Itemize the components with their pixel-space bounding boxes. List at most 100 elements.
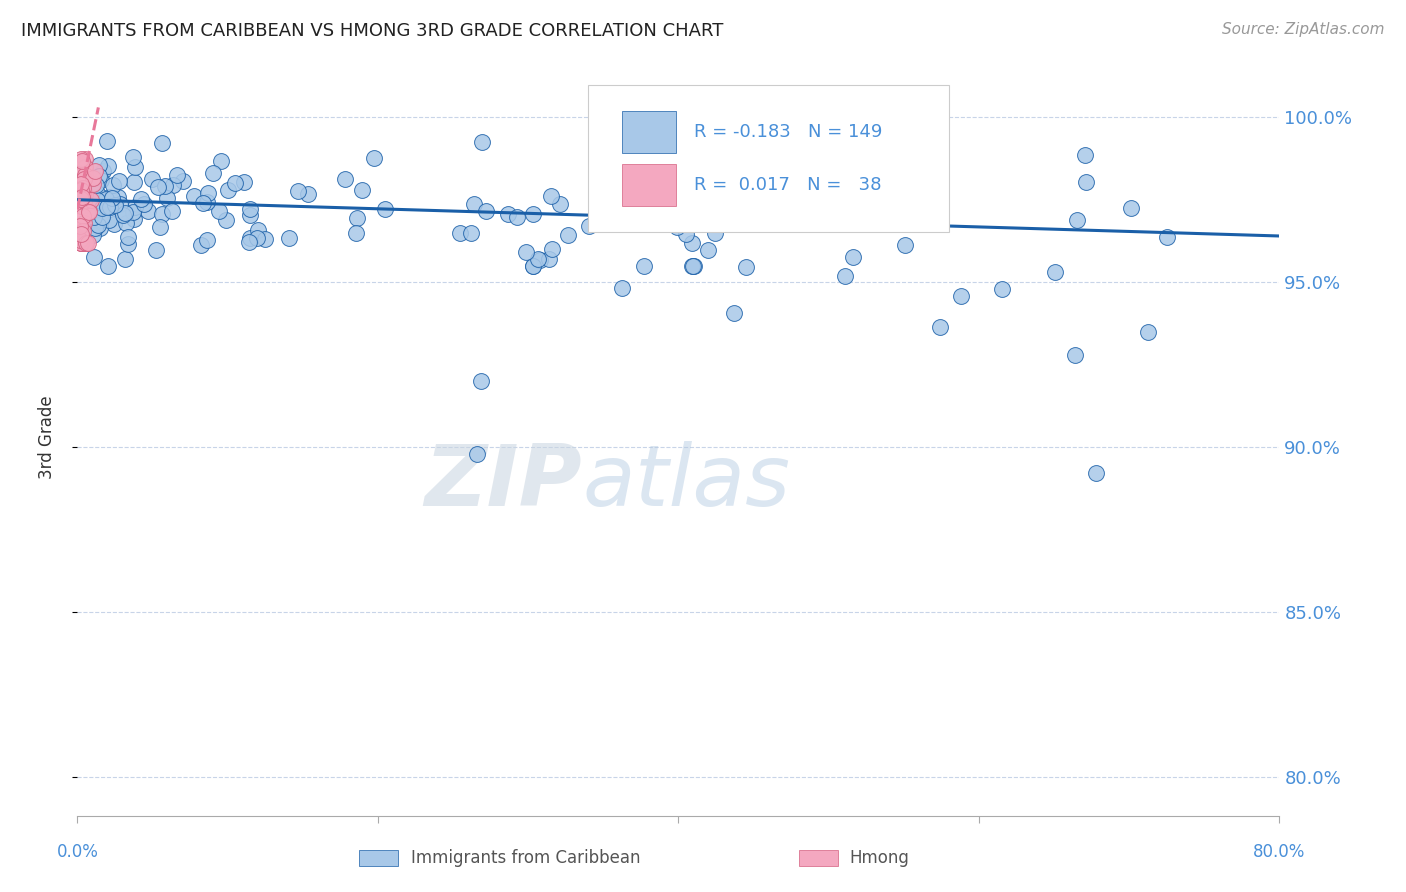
Point [73,172,96,186]
Text: R =  0.017   N =   38: R = 0.017 N = 38 [695,176,882,194]
Point [253,232,276,246]
Point [239,202,262,216]
Point [669,143,692,157]
Point [1137,325,1160,339]
Text: Immigrants from Caribbean: Immigrants from Caribbean [411,849,640,867]
Point [69,199,91,213]
Point [1043,264,1066,278]
Point [363,151,385,165]
Point [675,227,697,241]
Point [91,197,114,211]
Point [108,197,131,211]
Point [101,178,124,192]
Point [471,135,494,149]
Point [131,193,153,207]
Point [463,197,485,211]
Point [470,374,492,388]
Point [208,203,231,218]
Point [96,200,118,214]
Point [94,192,117,206]
Point [155,179,177,194]
Point [107,190,129,204]
Text: IMMIGRANTS FROM CARIBBEAN VS HMONG 3RD GRADE CORRELATION CHART: IMMIGRANTS FROM CARIBBEAN VS HMONG 3RD G… [21,22,724,40]
Text: 0.0%: 0.0% [56,843,98,861]
Point [70,154,93,169]
Point [121,205,143,219]
Point [134,196,156,211]
Point [834,268,856,283]
Point [122,150,145,164]
Point [374,202,396,216]
Point [69,235,91,250]
Point [190,238,212,252]
Y-axis label: 3rd Grade: 3rd Grade [38,395,56,479]
Point [90,201,112,215]
Point [82,170,104,185]
Point [246,231,269,245]
Point [449,226,471,240]
Point [1074,147,1097,161]
Point [297,187,319,202]
Point [496,207,519,221]
Point [115,216,138,230]
Point [98,200,121,214]
Point [136,204,159,219]
Point [277,231,299,245]
Point [522,259,544,273]
Point [69,183,91,197]
Point [73,187,96,202]
Point [172,173,194,187]
Point [103,217,125,231]
Point [475,203,498,218]
Point [928,320,950,334]
Point [1084,467,1107,481]
Point [90,213,112,227]
Point [150,207,173,221]
Point [69,178,91,192]
Point [541,243,564,257]
Point [239,208,262,222]
Point [681,235,703,250]
Point [610,281,633,295]
Point [548,197,571,211]
Point [90,173,112,187]
Point [1066,213,1088,227]
Point [90,211,112,225]
Point [682,259,704,273]
Point [723,306,745,320]
Point [224,176,246,190]
Point [515,244,537,259]
Point [195,233,218,247]
Point [91,202,114,216]
FancyBboxPatch shape [621,164,676,206]
Point [706,159,728,173]
Point [73,194,96,208]
Point [73,216,96,230]
Point [84,163,107,178]
Text: R = -0.183   N = 149: R = -0.183 N = 149 [695,123,883,141]
Point [112,208,135,222]
Point [529,252,551,267]
Point [89,221,111,235]
FancyBboxPatch shape [621,111,676,153]
Point [72,211,94,226]
Text: Hmong: Hmong [849,849,910,867]
Point [70,152,93,166]
Point [96,134,118,148]
Point [114,205,136,219]
Point [1063,347,1085,361]
Point [97,259,120,273]
Point [949,288,972,302]
Point [183,188,205,202]
Point [77,205,100,219]
Point [145,244,167,258]
Point [162,178,184,192]
Point [124,161,146,175]
Point [124,200,146,214]
Point [1119,201,1142,215]
Point [86,186,108,200]
Point [465,446,488,460]
Point [682,259,704,273]
Point [352,183,374,197]
Point [697,243,720,257]
